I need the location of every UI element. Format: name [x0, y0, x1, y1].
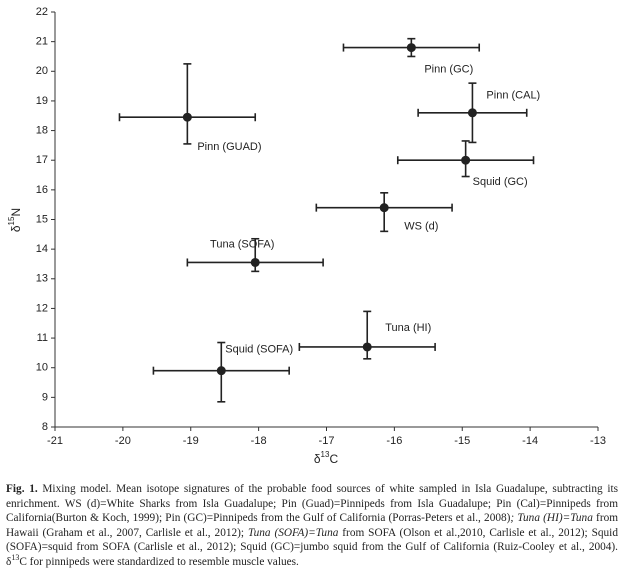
caption-segment: 13	[11, 553, 20, 563]
y-tick-label: 14	[36, 243, 48, 255]
y-tick-label: 11	[37, 332, 48, 344]
x-label-sup: 13	[321, 450, 330, 459]
point-label: Pinn (GC)	[424, 63, 473, 75]
y-tick-label: 16	[36, 184, 48, 196]
y-tick-label: 22	[36, 6, 48, 18]
x-tick-label: -19	[183, 435, 199, 447]
y-tick-label: 12	[36, 302, 48, 314]
point	[461, 155, 471, 165]
point-label: Pinn (GUAD)	[197, 141, 261, 153]
caption-segment: Tuna (SOFA)=Tuna	[247, 526, 339, 539]
x-tick-label: -20	[115, 435, 131, 447]
x-tick-label: -17	[319, 435, 335, 447]
figure-caption: Fig. 1. Mixing model. Mean isotope signa…	[6, 482, 618, 570]
x-tick-label: -14	[522, 435, 538, 447]
point	[406, 43, 416, 53]
x-tick-label: -21	[47, 435, 63, 447]
caption-segment: C for pinnipeds were standardized to res…	[19, 555, 299, 568]
caption-segment: from Hawaii (Graham et al., 2007, Carlis…	[6, 512, 619, 539]
y-axis-label: δ15N	[7, 208, 23, 232]
point-label: Squid (GC)	[473, 176, 528, 188]
caption-segment: Fig. 1.	[6, 483, 38, 495]
y-tick-label: 13	[36, 273, 48, 285]
point	[182, 112, 192, 122]
x-axis-label: δ13C	[314, 450, 339, 466]
x-tick-label: -16	[386, 435, 402, 447]
point-label: WS (d)	[404, 221, 438, 233]
y-tick-label: 21	[36, 36, 48, 48]
y-label-symbol: δ	[9, 225, 23, 232]
y-tick-label: 15	[36, 213, 48, 225]
y-tick-label: 17	[36, 154, 48, 166]
y-tick-label: 9	[42, 391, 48, 403]
x-tick-label: -13	[590, 435, 606, 447]
x-label-rest: C	[329, 452, 338, 466]
point	[362, 342, 372, 352]
y-tick-label: 19	[36, 95, 48, 107]
point	[216, 366, 226, 376]
point-label: Pinn (CAL)	[486, 90, 540, 102]
y-label-sup: 15	[7, 216, 16, 225]
point-label: Tuna (SOFA)	[210, 238, 274, 250]
y-tick-label: 10	[36, 362, 48, 374]
point-label: Tuna (HI)	[385, 322, 431, 334]
x-label-symbol: δ	[314, 452, 321, 466]
caption-segment: from SOFA (Olson et al.,2010, Carlisle e…	[6, 526, 618, 568]
y-label-rest: N	[9, 208, 23, 217]
point	[250, 257, 260, 267]
caption-segment: ; Tuna (HI)=Tuna	[510, 512, 593, 525]
point	[467, 108, 477, 118]
chart: δ13C δ15N 8910111213141516171819202122-2…	[7, 6, 606, 466]
x-tick-label: -18	[251, 435, 267, 447]
point	[379, 203, 389, 213]
caption-segment: Mixing model. Mean isotope signatures of…	[6, 483, 618, 525]
y-tick-label: 18	[36, 124, 48, 136]
y-tick-label: 20	[36, 65, 48, 77]
y-tick-label: 8	[42, 421, 48, 433]
point-label: Squid (SOFA)	[225, 344, 293, 356]
x-tick-label: -15	[454, 435, 470, 447]
